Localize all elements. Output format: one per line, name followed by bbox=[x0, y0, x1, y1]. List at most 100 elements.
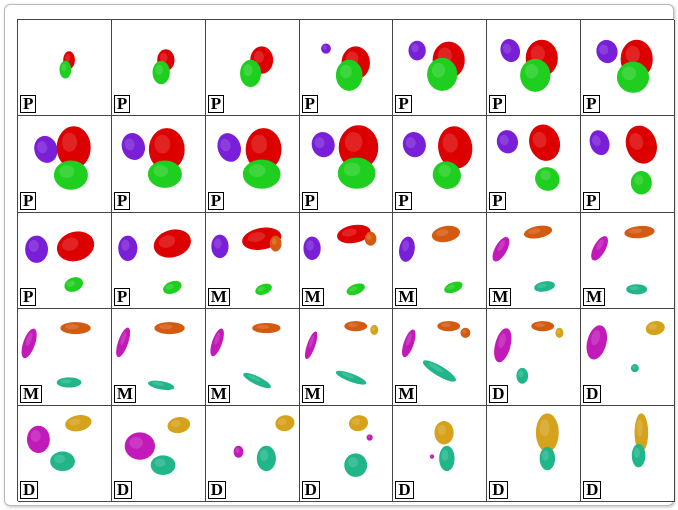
orange-blob-highlight bbox=[436, 228, 449, 237]
teal-blob-highlight bbox=[340, 372, 354, 379]
panel-r4-c6: D bbox=[487, 309, 582, 406]
segmentation-render bbox=[500, 38, 559, 92]
stage-label: D bbox=[583, 384, 602, 403]
panel-r2-c7: P bbox=[581, 116, 675, 213]
segmentation-render bbox=[492, 225, 556, 292]
panel-r5-c3: D bbox=[205, 405, 300, 502]
red-blob-highlight bbox=[158, 235, 176, 248]
panel-r5-c2: D bbox=[111, 405, 206, 502]
panel-r5-c6: D bbox=[487, 405, 582, 502]
gold-blob-highlight bbox=[170, 419, 181, 427]
red-blob-highlight bbox=[341, 228, 357, 237]
orange-blob-highlight bbox=[65, 324, 79, 330]
magenta-blob-highlight bbox=[431, 454, 433, 457]
green-blob-highlight bbox=[432, 63, 446, 78]
magenta-blob-highlight bbox=[234, 447, 240, 453]
stage-label: M bbox=[207, 384, 230, 403]
teal-blob-highlight bbox=[442, 449, 449, 461]
stage-label: P bbox=[20, 288, 37, 307]
orange-blob-highlight bbox=[159, 324, 173, 330]
image-grid: P P P P P P P P P P P P P P P P M M M M M M M M M M D D D D D D D D D bbox=[17, 19, 675, 502]
segmentation-render bbox=[430, 420, 455, 471]
stage-label: M bbox=[207, 288, 230, 307]
panel-r5-c5: D bbox=[393, 405, 488, 502]
purple-blob-highlight bbox=[305, 240, 314, 251]
teal-blob-highlight bbox=[152, 381, 164, 386]
red-blob-highlight bbox=[154, 135, 171, 154]
segmentation-render bbox=[320, 43, 370, 91]
orange-blob-highlight bbox=[366, 233, 372, 240]
panel-r4-c3: M bbox=[205, 309, 300, 406]
magenta-blob-highlight bbox=[406, 333, 413, 346]
teal-blob-highlight bbox=[542, 450, 550, 461]
magenta-blob-highlight bbox=[120, 332, 127, 346]
stage-label: M bbox=[113, 384, 136, 403]
red-blob-highlight bbox=[159, 52, 168, 63]
stage-label: P bbox=[207, 95, 225, 114]
segmentation-render bbox=[586, 321, 665, 373]
teal-blob-highlight bbox=[259, 449, 268, 461]
gold-blob-highlight bbox=[351, 417, 360, 425]
panel-r2-c1: P bbox=[18, 116, 112, 213]
purple-blob-highlight bbox=[219, 139, 231, 152]
magenta-blob-highlight bbox=[591, 330, 601, 346]
stage-label: P bbox=[20, 95, 37, 114]
segmentation-render bbox=[536, 412, 560, 470]
red-blob-highlight bbox=[625, 45, 641, 63]
green-blob-highlight bbox=[59, 165, 75, 179]
magenta-blob-highlight bbox=[25, 332, 33, 346]
gold-blob-highlight bbox=[69, 417, 81, 426]
panel-r4-c2: M bbox=[111, 309, 206, 406]
stage-label: P bbox=[301, 95, 318, 114]
magenta-blob-highlight bbox=[214, 332, 220, 345]
panel-r1-c7: P bbox=[581, 20, 675, 117]
green-blob-highlight bbox=[339, 64, 352, 79]
stage-label: D bbox=[395, 480, 414, 499]
segmentation-render bbox=[233, 414, 295, 471]
purple-blob-highlight bbox=[322, 45, 327, 50]
segmentation-render bbox=[25, 231, 95, 292]
panel-r2-c5: P bbox=[393, 116, 488, 213]
segmentation-render bbox=[121, 128, 185, 189]
panel-r1-c2: P bbox=[111, 20, 206, 117]
figure-frame: P P P P P P P P P P P P P P P P M M M M M M M M M M D D D D D D D D D bbox=[4, 4, 675, 506]
stage-label: D bbox=[20, 480, 39, 499]
teal-blob-highlight bbox=[537, 283, 547, 288]
gold-blob-highlight bbox=[539, 418, 550, 437]
stage-label: M bbox=[395, 288, 418, 307]
green-blob-highlight bbox=[155, 64, 163, 75]
magenta-blob-highlight bbox=[30, 429, 41, 442]
panel-r1-c4: P bbox=[299, 20, 394, 117]
panel-r3-c6: M bbox=[487, 212, 582, 310]
stage-label: P bbox=[113, 288, 131, 307]
panel-r1-c1: P bbox=[18, 20, 112, 117]
panel-r4-c7: D bbox=[581, 309, 675, 406]
teal-blob-highlight bbox=[518, 370, 524, 378]
segmentation-render bbox=[311, 125, 378, 190]
orange-blob-highlight bbox=[462, 329, 467, 334]
segmentation-render bbox=[631, 412, 649, 467]
stage-label: D bbox=[301, 480, 320, 499]
orange-blob-highlight bbox=[347, 323, 358, 328]
gold-blob-highlight bbox=[277, 417, 287, 425]
stage-label: D bbox=[489, 480, 508, 499]
teal-blob-highlight bbox=[347, 456, 358, 468]
teal-blob-highlight bbox=[634, 447, 641, 458]
purple-blob-highlight bbox=[121, 239, 130, 251]
segmentation-render bbox=[118, 229, 191, 294]
segmentation-render bbox=[494, 321, 564, 384]
gold-blob-highlight bbox=[648, 323, 657, 331]
green-blob-highlight bbox=[622, 66, 637, 81]
orange-blob-highlight bbox=[629, 228, 643, 234]
stage-label: P bbox=[395, 95, 412, 114]
gold-blob-highlight bbox=[557, 329, 561, 334]
segmentation-render bbox=[59, 51, 75, 79]
stage-label: M bbox=[583, 288, 606, 307]
teal-blob-highlight bbox=[632, 365, 636, 370]
red-blob-highlight bbox=[531, 45, 546, 62]
purple-blob-highlight bbox=[314, 137, 325, 149]
green-blob-highlight bbox=[153, 165, 169, 178]
segmentation-render bbox=[124, 416, 191, 475]
stage-label: M bbox=[395, 384, 418, 403]
stage-label: P bbox=[301, 191, 318, 210]
